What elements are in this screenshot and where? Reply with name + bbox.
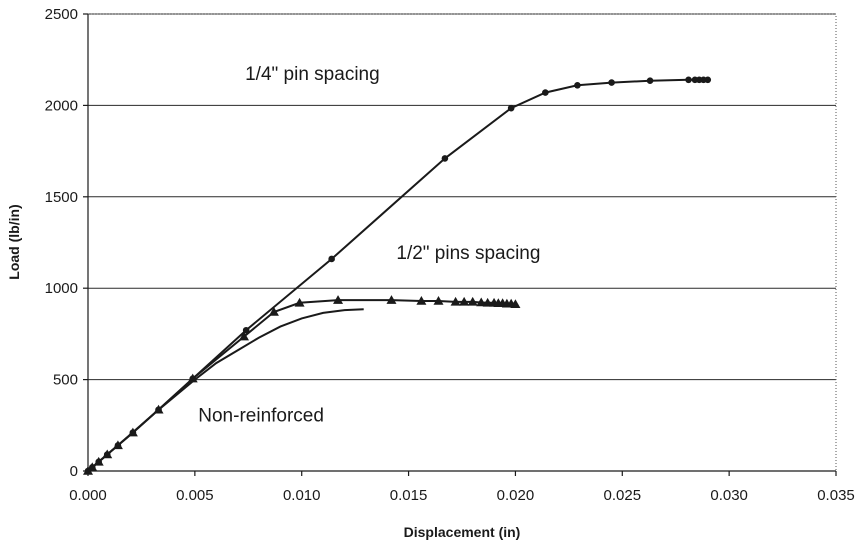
series-1-point-15 bbox=[450, 296, 461, 306]
series-0-point-13 bbox=[574, 81, 581, 89]
x-tick-label-7: 0.035 bbox=[817, 487, 855, 504]
series-1-point-14 bbox=[433, 295, 444, 305]
series-0-line bbox=[87, 78, 708, 472]
x-tick-label-3: 0.015 bbox=[390, 487, 428, 504]
series-1-point-9 bbox=[268, 306, 279, 316]
annotation-2: Non-reinforced bbox=[198, 406, 324, 427]
series-0-point-9 bbox=[328, 255, 335, 263]
x-tick-label-6: 0.030 bbox=[710, 487, 748, 504]
series-0-point-10 bbox=[441, 155, 449, 162]
series-0-point-20 bbox=[704, 76, 712, 84]
series-1-point-8 bbox=[239, 331, 250, 341]
label-layer: 1/4" pin spacing 1/2" pins spacing Non-rei… bbox=[198, 64, 540, 427]
annotation-0: 1/4" pin spacing bbox=[245, 64, 380, 85]
series-1-point-10 bbox=[294, 297, 305, 307]
x-tick-label-4: 0.020 bbox=[497, 487, 535, 504]
series-layer bbox=[83, 76, 712, 475]
series-1-point-11 bbox=[333, 295, 344, 304]
annotation-1: 1/2" pins spacing bbox=[396, 243, 540, 264]
series-1-point-19 bbox=[482, 297, 493, 307]
series-0-point-12 bbox=[542, 89, 549, 96]
x-tick-label-1: 0.005 bbox=[176, 487, 214, 504]
series-1-point-18 bbox=[476, 297, 487, 307]
y-tick-label-1: 500 bbox=[53, 372, 78, 389]
y-tick-label-3: 1500 bbox=[45, 189, 78, 206]
y-tick-label-4: 2000 bbox=[45, 97, 78, 114]
grid-layer bbox=[88, 13, 836, 381]
axis-layer: 0 500 1000 1500 2000 2500 0.000 0.005 0.010 0.015… bbox=[45, 6, 855, 504]
series-1-point-12 bbox=[386, 295, 397, 304]
x-tick-label-5: 0.025 bbox=[604, 487, 642, 504]
x-axis-title: Displacement (in) bbox=[404, 524, 521, 540]
series-0-point-16 bbox=[685, 76, 692, 84]
series-0-point-8 bbox=[242, 326, 250, 334]
series-1-line bbox=[87, 299, 516, 472]
x-tick-label-0: 0.000 bbox=[69, 487, 107, 504]
series-2-line bbox=[87, 308, 364, 472]
series-1-point-25 bbox=[510, 299, 521, 309]
x-tick-label-2: 0.010 bbox=[283, 487, 321, 504]
series-1-point-16 bbox=[459, 296, 470, 306]
series-0-point-14 bbox=[608, 79, 615, 86]
series-1-point-13 bbox=[416, 295, 427, 305]
y-tick-label-0: 0 bbox=[70, 463, 78, 480]
y-tick-label-2: 1000 bbox=[45, 280, 78, 297]
series-0-point-15 bbox=[646, 77, 654, 85]
y-tick-label-5: 2500 bbox=[45, 6, 78, 23]
y-axis-title: Load (lb/in) bbox=[6, 204, 22, 279]
series-1-point-17 bbox=[467, 296, 478, 306]
series-0-point-11 bbox=[507, 104, 515, 112]
